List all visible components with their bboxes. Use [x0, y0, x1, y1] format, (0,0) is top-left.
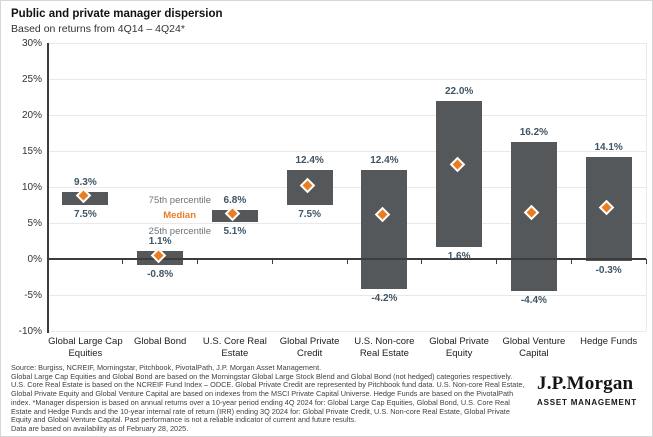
y-gridline	[48, 330, 646, 332]
y-axis-tick-label: 5%	[27, 217, 42, 229]
x-axis-tick	[271, 259, 273, 264]
x-axis-tick	[645, 259, 647, 264]
p25-value-label: -0.3%	[595, 265, 622, 277]
y-axis-tick-label: 25%	[21, 73, 42, 85]
p75-value-label: 16.2%	[519, 127, 549, 139]
source-text-line: index. *Manager dispersion is based on a…	[11, 397, 510, 407]
plot-right-border	[646, 43, 647, 331]
y-axis-tick-label: 30%	[21, 37, 42, 49]
x-axis-category-label: Global Private Equity	[429, 336, 489, 359]
asset-management-label: ASSET MANAGEMENT	[537, 398, 637, 407]
p75-value-label: 14.1%	[594, 142, 623, 154]
x-axis-category-label: Global Venture Capital	[502, 336, 566, 359]
x-axis-tick	[197, 259, 198, 264]
legend-75th-percentile-label: 75th percentile	[148, 195, 211, 206]
y-axis-tick-label: 10%	[21, 181, 42, 193]
x-axis-tick	[496, 259, 497, 264]
source-text-line: Data are based on availability as of Feb…	[11, 423, 189, 433]
x-axis-tick	[346, 259, 348, 264]
y-gridline	[48, 186, 646, 188]
source-text-block: Source: Burgiss, NCREIF, Morningstar, Pi…	[11, 363, 533, 434]
x-axis-tick	[122, 259, 124, 264]
x-axis-category-label: U.S. Non-core Real Estate	[354, 336, 415, 359]
y-axis-tick-label: 15%	[21, 145, 42, 157]
p75-value-label: 6.8%	[223, 195, 247, 207]
p75-value-label: 12.4%	[295, 154, 324, 166]
x-axis-category-label: U.S. Core Real Estate	[202, 336, 267, 359]
source-text-line: Equity and Global Venture Capital. Past …	[11, 415, 357, 425]
source-text-line: Global Large Cap Equities and Global Bon…	[11, 371, 513, 381]
p25-value-label: 7.5%	[73, 209, 97, 220]
p25-value-label: -0.8%	[147, 268, 174, 280]
y-axis-tick-label: 20%	[21, 109, 42, 121]
p25-value-label: 5.1%	[223, 226, 247, 238]
x-axis-category-label: Global Private Credit	[279, 336, 340, 359]
p75-value-label: 12.4%	[370, 154, 399, 166]
jpmorgan-wordmark: J.P.Morgan	[537, 373, 634, 394]
y-gridline	[48, 150, 646, 152]
source-text-line: Estate and Hedge Funds and the 10-year i…	[11, 406, 510, 416]
y-gridline	[48, 42, 646, 44]
source-text-line: Source: Burgiss, NCREIF, Morningstar, Pi…	[11, 363, 322, 372]
p75-value-label: 22.0%	[444, 85, 474, 97]
y-gridline	[48, 222, 646, 224]
y-axis-tick-label: -5%	[24, 289, 42, 301]
p75-value-label: 1.1%	[148, 236, 172, 248]
y-gridline	[48, 294, 646, 296]
legend-median-label: Median	[163, 210, 196, 221]
x-axis-category-label: Hedge Funds	[580, 336, 638, 347]
p75-value-label: 9.3%	[73, 177, 97, 189]
y-axis-tick-label: -10%	[18, 325, 42, 337]
y-axis-tick-label: 0%	[27, 253, 42, 265]
x-axis-tick	[421, 259, 423, 264]
x-axis-category-label: Global Bond	[133, 336, 187, 347]
chart-title: Public and private manager dispersion	[11, 8, 223, 20]
source-text-line: U.S. Core Real Estate is based on the NC…	[11, 380, 525, 390]
p25-value-label: -4.4%	[520, 294, 547, 306]
source-text-line: Global Private Equity and Global Venture…	[11, 389, 514, 399]
y-axis-line	[47, 43, 49, 333]
x-axis-category-label: Global Large Cap Equities	[48, 336, 123, 359]
percentile-range-bar	[361, 169, 408, 290]
y-gridline	[48, 114, 646, 116]
legend-25th-percentile-label: 25th percentile	[148, 226, 211, 237]
percentile-range-bar	[436, 100, 483, 248]
p25-value-label: 1.6%	[447, 251, 471, 263]
y-gridline	[48, 78, 646, 80]
jpmorgan-logo: J.P.Morgan ASSET MANAGEMENT	[537, 373, 637, 407]
p25-value-label: -4.2%	[371, 293, 398, 305]
p25-value-label: 7.5%	[298, 209, 322, 220]
chart-subtitle: Based on returns from 4Q14 – 4Q24*	[11, 23, 185, 35]
x-axis-tick	[570, 259, 572, 264]
